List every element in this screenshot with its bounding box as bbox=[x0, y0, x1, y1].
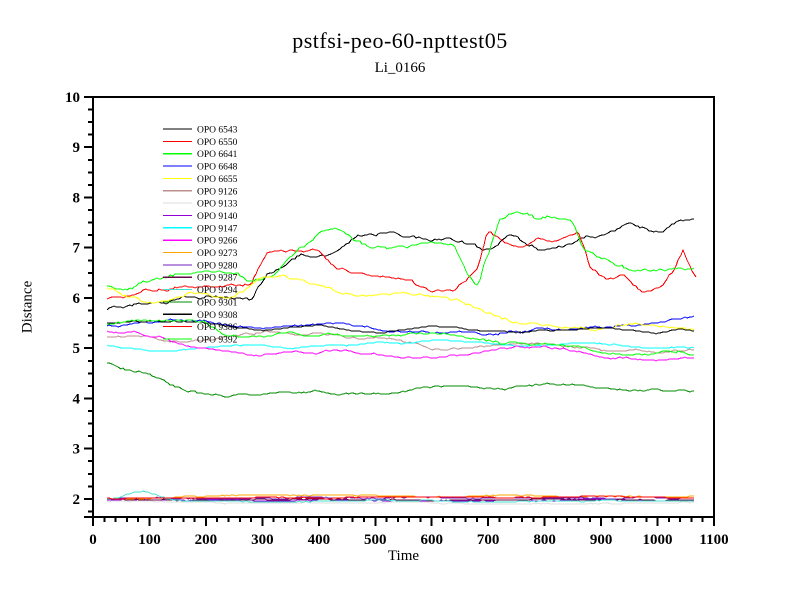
legend-label: OPO 6641 bbox=[197, 150, 238, 160]
x-tick-label: 1000 bbox=[643, 532, 673, 548]
series-line-OPO-9301 bbox=[107, 362, 694, 398]
series-line-OPO-9126 bbox=[107, 330, 694, 354]
plot-frame bbox=[92, 96, 715, 518]
y-tick-label: 6 bbox=[73, 291, 81, 307]
legend-label: OPO 6543 bbox=[197, 126, 238, 136]
legend-label: OPO 9308 bbox=[197, 311, 238, 321]
series-line-OPO-9294 bbox=[107, 490, 694, 503]
series-line-OPO-9133 bbox=[106, 500, 694, 505]
legend-label: OPO 9126 bbox=[197, 187, 238, 197]
legend-label: OPO 6655 bbox=[197, 175, 238, 185]
y-tick-label: 2 bbox=[73, 492, 81, 508]
series-line-OPO-6543 bbox=[106, 218, 694, 311]
y-tick-label: 4 bbox=[73, 391, 81, 407]
y-tick-label: 9 bbox=[73, 140, 81, 156]
legend-label: OPO 9386 bbox=[197, 323, 238, 333]
x-tick-label: 600 bbox=[420, 532, 443, 548]
series-line-OPO-9308 bbox=[107, 320, 694, 335]
x-tick-label: 900 bbox=[590, 532, 613, 548]
legend-label: OPO 9301 bbox=[197, 298, 238, 308]
y-tick-label: 5 bbox=[73, 341, 81, 357]
series-line-OPO-9273 bbox=[107, 494, 694, 500]
y-axis-label: Distance bbox=[19, 280, 36, 334]
legend-label: OPO 9392 bbox=[197, 335, 238, 345]
x-tick-label: 100 bbox=[138, 532, 161, 548]
series-line-OPO-6550 bbox=[106, 231, 697, 300]
legend-label: OPO 9294 bbox=[197, 286, 238, 296]
legend-label: OPO 9140 bbox=[197, 212, 238, 222]
legend-label: OPO 9287 bbox=[197, 274, 238, 284]
x-tick-label: 500 bbox=[364, 532, 387, 548]
x-axis-label: Time bbox=[387, 548, 420, 564]
legend-label: OPO 9266 bbox=[197, 237, 238, 247]
legend-label: OPO 6648 bbox=[197, 163, 238, 173]
series-line-OPO-6655 bbox=[106, 274, 695, 332]
y-tick-label: 3 bbox=[73, 442, 81, 458]
x-tick-label: 1100 bbox=[699, 532, 728, 548]
x-tick-label: 400 bbox=[308, 532, 331, 548]
plot-title: pstfsi-peo-60-npttest05 bbox=[292, 28, 508, 53]
x-tick-label: 700 bbox=[477, 532, 500, 548]
y-tick-label: 8 bbox=[73, 190, 81, 206]
series-line-OPO-9392 bbox=[106, 319, 694, 356]
plot-subtitle: Li_0166 bbox=[374, 60, 426, 76]
x-tick-label: 0 bbox=[89, 532, 97, 548]
y-tick-label: 10 bbox=[65, 90, 80, 106]
series-line-OPO-6641 bbox=[107, 211, 695, 291]
series-line-OPO-9147 bbox=[106, 339, 695, 352]
x-tick-label: 200 bbox=[195, 532, 218, 548]
y-tick-label: 7 bbox=[73, 241, 81, 257]
legend-label: OPO 6550 bbox=[197, 138, 238, 148]
legend-label: OPO 9273 bbox=[197, 249, 238, 259]
legend-label: OPO 9133 bbox=[197, 200, 238, 210]
series-line-OPO-9266 bbox=[106, 330, 694, 362]
series-line-OPO-9386 bbox=[107, 495, 694, 500]
x-tick-label: 800 bbox=[533, 532, 556, 548]
legend-label: OPO 9280 bbox=[197, 261, 238, 271]
legend-label: OPO 9147 bbox=[197, 224, 238, 234]
series-line-OPO-6648 bbox=[106, 315, 695, 336]
x-tick-label: 300 bbox=[251, 532, 274, 548]
